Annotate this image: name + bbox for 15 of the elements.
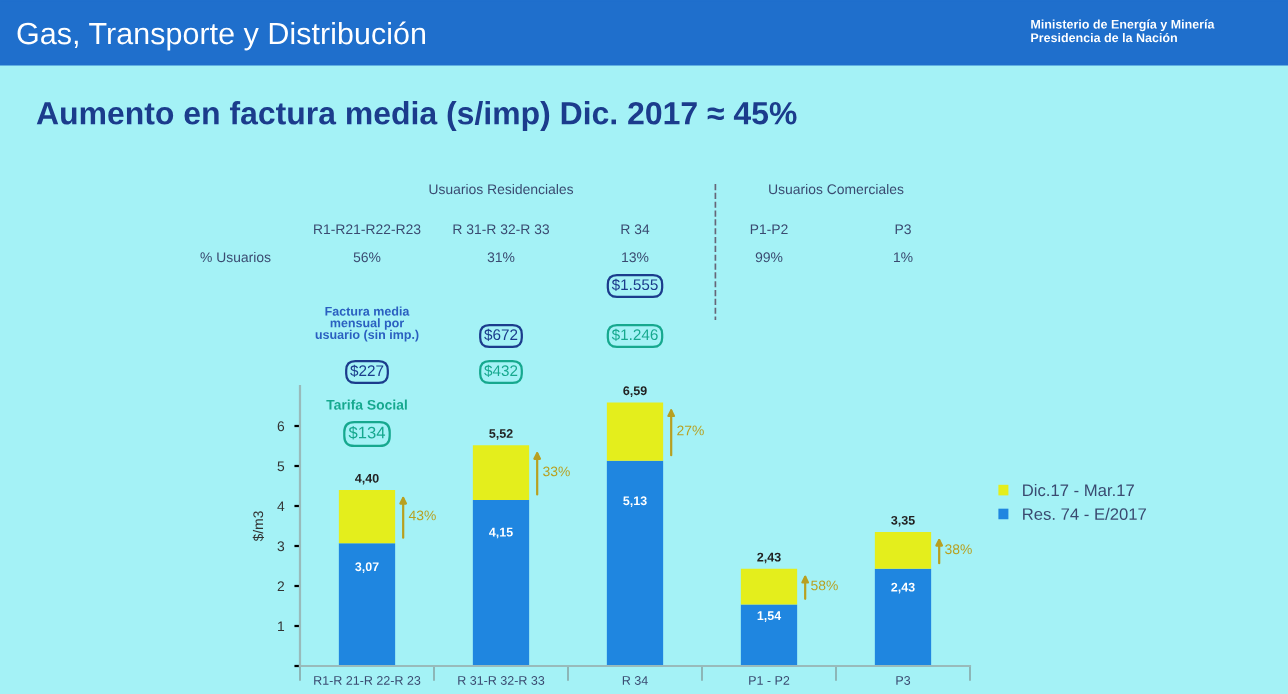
legend-label: Dic.17 - Mar.17 [1023,483,1134,497]
text: Gas, Transporte y Distribución [17,21,425,51]
bar [472,445,530,500]
bar [606,460,664,666]
bar [606,402,664,461]
bar [338,543,396,666]
bar [338,490,396,544]
bar [874,568,932,666]
bar [740,604,798,666]
bar [472,500,530,666]
annotation: $134 [348,425,386,440]
bar [874,532,932,569]
chart-title: Aumento en factura media (s/imp) Dic. 2017 ≈ 45% [36,101,797,131]
bar [740,568,798,605]
legend-label: Res. 74 - E/2017 [1023,507,1146,521]
